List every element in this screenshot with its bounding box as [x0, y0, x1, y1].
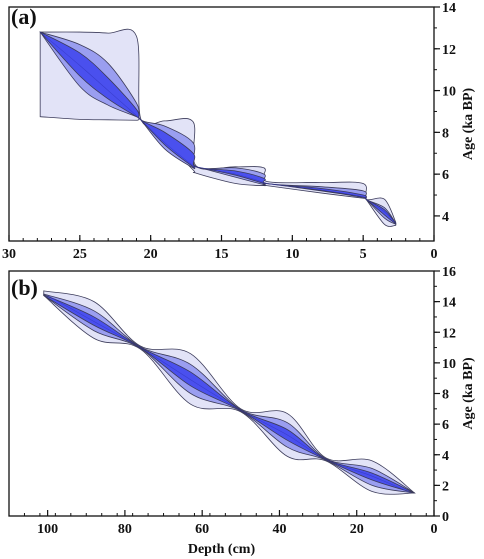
- panel-1-y-tick-label-10: 10: [442, 85, 456, 100]
- panel-1-x-tick-label-30: 30: [2, 247, 16, 262]
- panel-2-y-tick-label-6: 6: [442, 418, 449, 433]
- panel-1-x-tick-label-25: 25: [73, 247, 87, 262]
- panel-1-y-tick-label-14: 14: [442, 1, 456, 16]
- panel-1-y-tick-label-12: 12: [442, 43, 456, 58]
- panel-1-y-tick-label-6: 6: [442, 168, 449, 183]
- panel-1-y-tick-label-4: 4: [442, 210, 449, 225]
- panel-1-x-tick-label-0: 0: [431, 247, 438, 262]
- panel-1-x-tick-label-15: 15: [215, 247, 229, 262]
- panel-2-x-tick-label-20: 20: [350, 522, 364, 537]
- panel-1-y-axis-title: Age (ka BP): [461, 88, 476, 161]
- panel-2-y-tick-label-10: 10: [442, 357, 456, 372]
- panel-2-y-tick-label-0: 0: [442, 510, 449, 525]
- panel-1-x-tick-label-20: 20: [144, 247, 158, 262]
- panel-2-x-tick-label-80: 80: [118, 522, 132, 537]
- panel-2-y-tick-label-8: 8: [442, 388, 449, 403]
- panel-1-band-inner: [39, 31, 397, 225]
- panel-2-label: (b): [11, 275, 38, 300]
- panel-1-label: (a): [11, 4, 37, 29]
- panel-2-x-tick-label-60: 60: [195, 522, 209, 537]
- panel-2-y-tick-label-14: 14: [442, 296, 456, 311]
- panel-2-median-line: [47, 295, 411, 494]
- panel-2-x-axis-title: Depth (cm): [188, 542, 256, 557]
- panel-2-x-tick-label-40: 40: [272, 522, 286, 537]
- panel-2-y-tick-label-12: 12: [442, 326, 456, 341]
- panel-1-x-tick-label-10: 10: [285, 247, 299, 262]
- panel-2-y-tick-label-16: 16: [442, 265, 456, 280]
- panel-2-x-tick-label-100: 100: [37, 522, 58, 537]
- panel-1-y-tick-label-8: 8: [442, 126, 449, 141]
- panel-2-band-inner: [43, 294, 415, 494]
- panel-1-x-tick-label-5: 5: [360, 247, 367, 262]
- panel-2-y-tick-label-2: 2: [442, 479, 449, 494]
- panel-1-median-line: [39, 31, 396, 224]
- panel-2-y-tick-label-4: 4: [442, 449, 449, 464]
- panel-2-y-axis-title: Age (ka BP): [461, 357, 476, 430]
- panel-2-x-tick-label-0: 0: [431, 522, 438, 537]
